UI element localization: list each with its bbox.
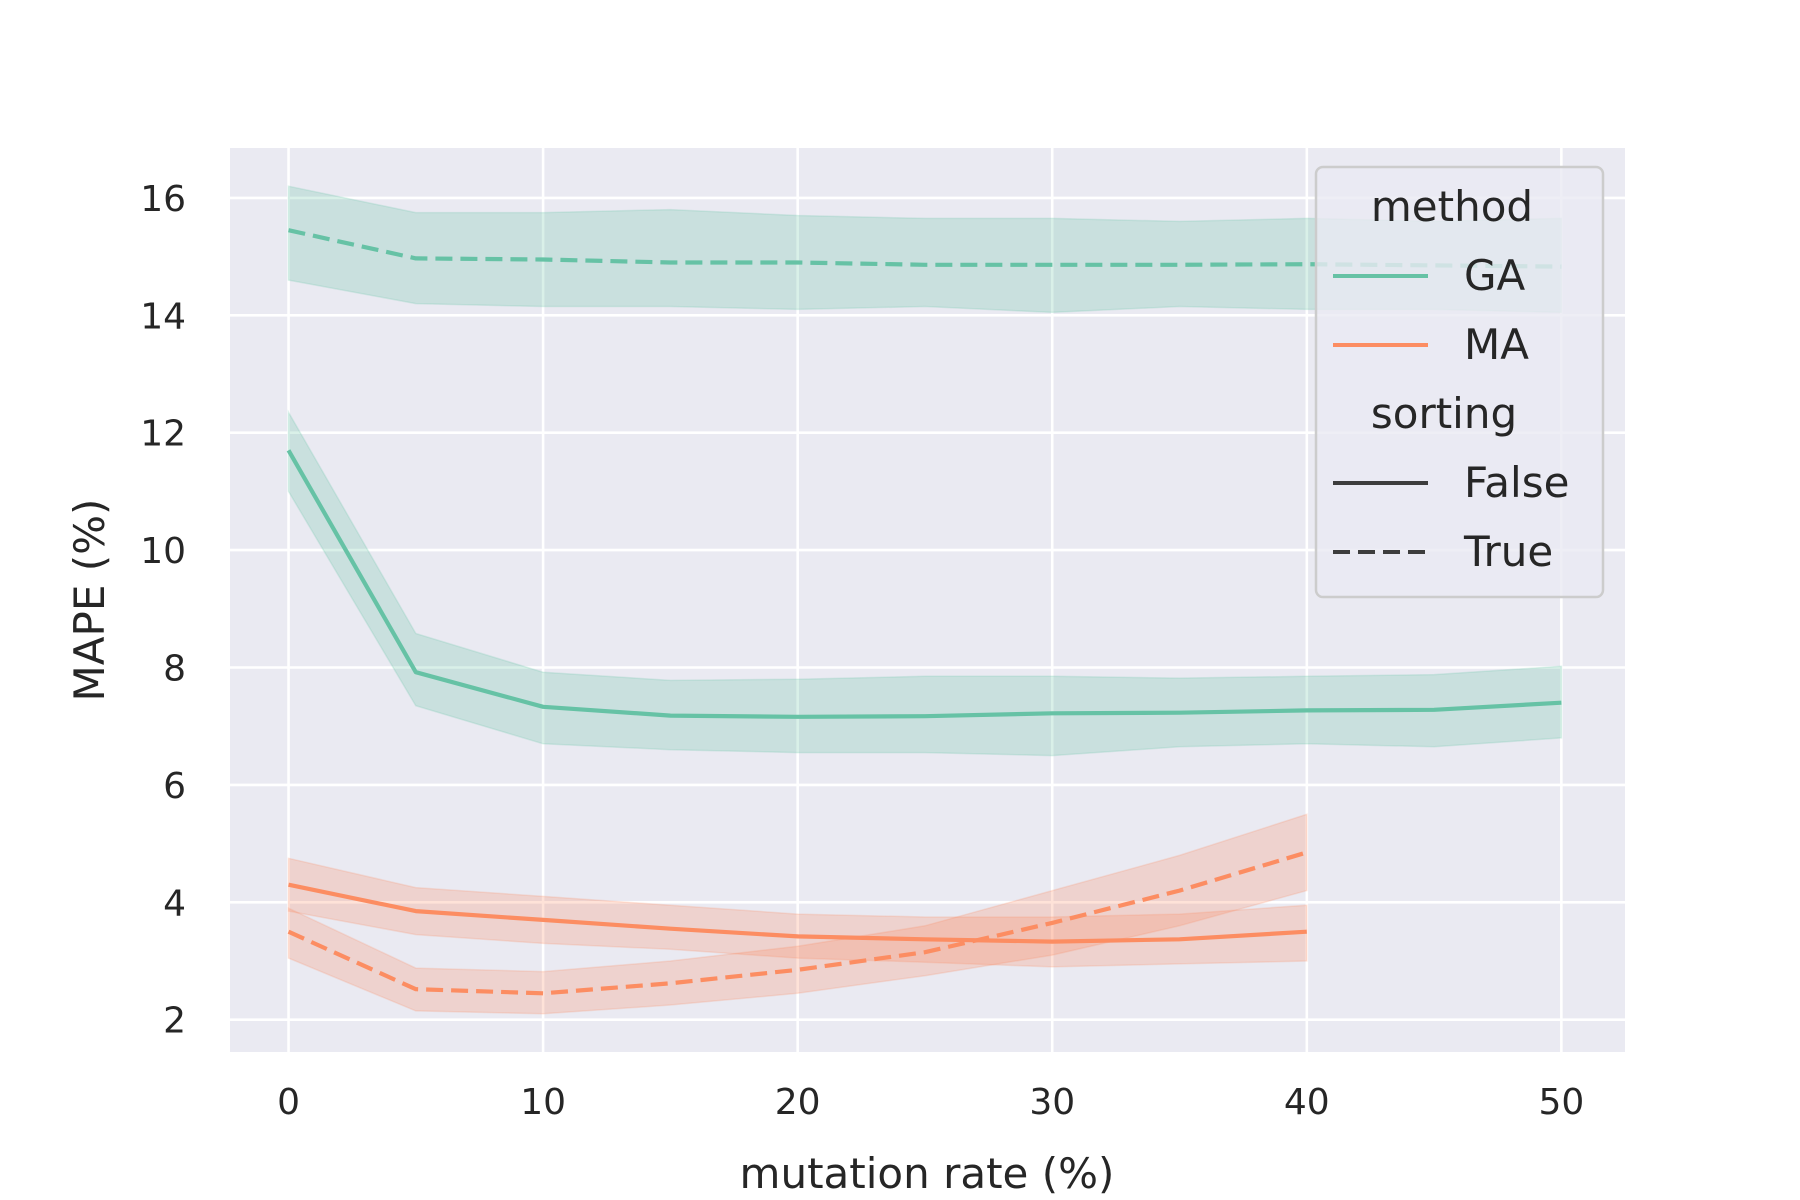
legend-label-true: True bbox=[1463, 527, 1553, 576]
ci-band-ma-true bbox=[287, 813, 1308, 1015]
y-tick-labels: 2 4 6 8 10 12 14 16 bbox=[140, 179, 186, 1042]
y-tick-label-10: 10 bbox=[140, 531, 186, 572]
y-tick-label-2: 2 bbox=[163, 1001, 186, 1042]
line-ma-false bbox=[288, 882, 1307, 944]
legend-label-ga: GA bbox=[1464, 251, 1526, 300]
legend-label-false: False bbox=[1464, 458, 1569, 507]
legend-label-ma: MA bbox=[1464, 320, 1529, 369]
x-tick-label-40: 40 bbox=[1284, 1082, 1330, 1123]
x-axis-label: mutation rate (%) bbox=[740, 1149, 1115, 1198]
y-tick-label-14: 14 bbox=[140, 296, 186, 337]
y-tick-label-6: 6 bbox=[163, 766, 186, 807]
legend-title-sorting: sorting bbox=[1371, 389, 1517, 438]
y-tick-label-12: 12 bbox=[140, 414, 186, 455]
legend-frame bbox=[1314, 165, 1605, 599]
ci-band-ga-false bbox=[287, 409, 1563, 757]
legend-title-method: method bbox=[1371, 182, 1533, 231]
y-axis-label: MAPE (%) bbox=[65, 499, 114, 702]
x-tick-label-20: 20 bbox=[775, 1082, 821, 1123]
x-tick-label-30: 30 bbox=[1029, 1082, 1075, 1123]
line-ga-false bbox=[286, 449, 1562, 719]
y-tick-label-4: 4 bbox=[163, 883, 186, 924]
x-tick-label-0: 0 bbox=[277, 1082, 300, 1123]
x-tick-labels: 0 10 20 30 40 50 bbox=[277, 1082, 1584, 1123]
legend: method GA MA sorting False True bbox=[1314, 165, 1605, 599]
y-tick-label-16: 16 bbox=[140, 179, 186, 220]
x-tick-label-50: 50 bbox=[1538, 1082, 1584, 1123]
y-tick-label-8: 8 bbox=[163, 649, 186, 690]
x-tick-label-10: 10 bbox=[520, 1082, 566, 1123]
line-ma-true bbox=[287, 850, 1308, 996]
